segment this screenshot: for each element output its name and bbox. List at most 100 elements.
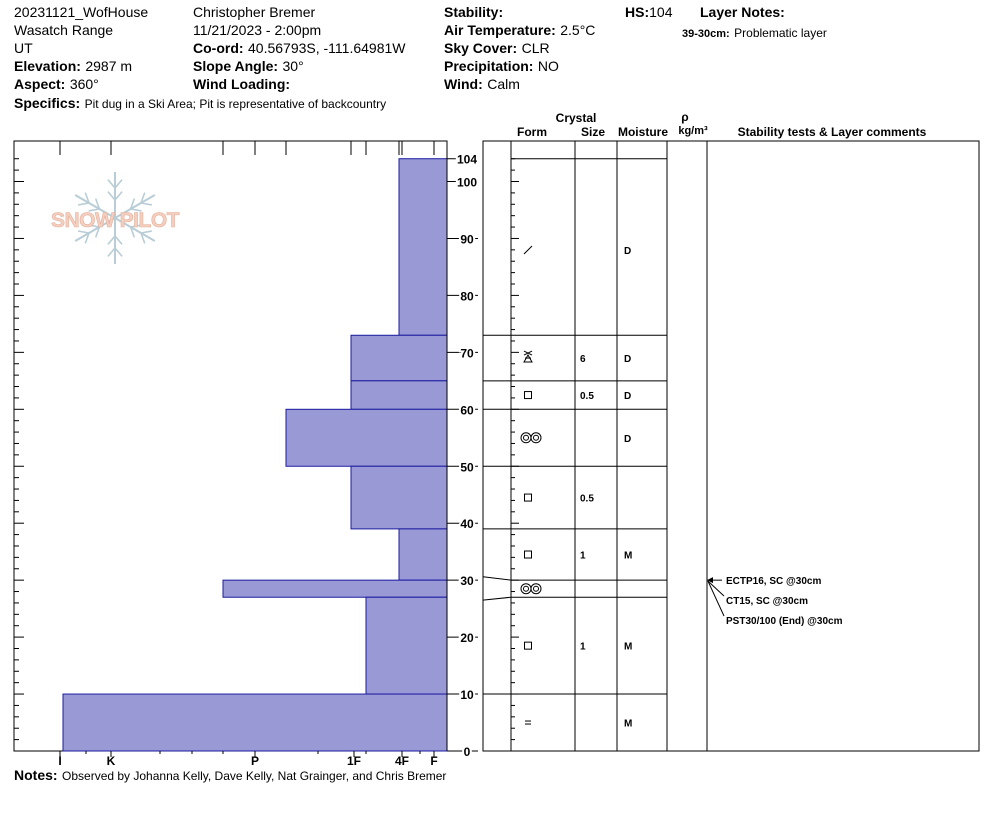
pit-name: 20231121_WofHouse bbox=[14, 4, 149, 20]
height-label: 104 bbox=[457, 153, 477, 167]
height-label: 20 bbox=[460, 631, 474, 645]
ice-layer-icon bbox=[525, 720, 531, 725]
layer-note-range: 39-30cm: bbox=[682, 28, 730, 40]
snowflake-branch bbox=[88, 208, 100, 212]
height-label: 30 bbox=[460, 574, 474, 588]
height-label: 50 bbox=[460, 460, 474, 474]
height-label: 90 bbox=[460, 232, 474, 246]
snowflake-branch bbox=[140, 230, 152, 234]
hs-value: 104 bbox=[649, 4, 673, 20]
precip-label: Precipitation: bbox=[444, 58, 534, 74]
snowflake-branch bbox=[114, 191, 123, 201]
elevation-field: Elevation: 2987 m bbox=[14, 59, 132, 75]
hardness-bar bbox=[285, 408, 448, 467]
height-label: 10 bbox=[460, 688, 474, 702]
snowflake-branch bbox=[107, 179, 116, 189]
test-pointer-line bbox=[707, 580, 725, 597]
wind-field: Wind: Calm bbox=[444, 77, 520, 93]
snowflake-branch bbox=[129, 226, 136, 238]
profile-plot: I K P 1F 4F F 0 10 20 30 40 50 60 70 80 90 100 104 D 6 D 0.5 D… bbox=[13, 140, 980, 768]
range-name: Wasatch Range bbox=[14, 22, 114, 38]
snowflake-branch bbox=[129, 198, 136, 210]
melt-freeze-icon bbox=[520, 583, 542, 595]
aspect-field: Aspect: 360° bbox=[14, 77, 99, 93]
snowflake-icon bbox=[74, 172, 156, 264]
height-label: 70 bbox=[460, 346, 474, 360]
moisture-value: M bbox=[624, 719, 632, 730]
snowflake-branch bbox=[78, 202, 90, 206]
elevation-value: 2987 m bbox=[85, 58, 133, 74]
height-label: 40 bbox=[460, 517, 474, 531]
hardness-label: I bbox=[58, 754, 61, 768]
coord-field: Co-ord: 40.56793S, -111.64981W bbox=[193, 41, 406, 57]
faceted-icon bbox=[524, 391, 532, 400]
snowflake-arm bbox=[74, 217, 116, 242]
test-pointer-line bbox=[707, 580, 725, 617]
layer-note-text: Problematic layer bbox=[734, 26, 827, 40]
sky-cover-label: Sky Cover: bbox=[444, 40, 518, 56]
density-unit-header: kg/m³ bbox=[678, 125, 708, 137]
snowflake-branch bbox=[84, 232, 90, 244]
sky-cover-value: CLR bbox=[521, 40, 550, 56]
precip-field: Precipitation: NO bbox=[444, 59, 559, 75]
hardness-label: P bbox=[251, 754, 259, 768]
layer-connector bbox=[482, 576, 512, 581]
moisture-value: D bbox=[624, 246, 631, 257]
observer-name: Christopher Bremer bbox=[193, 4, 316, 20]
sky-cover-field: Sky Cover: CLR bbox=[444, 41, 550, 57]
faceted-icon bbox=[524, 641, 532, 650]
state-name: UT bbox=[14, 40, 33, 56]
snowflake-branch bbox=[140, 192, 146, 204]
hardness-bar bbox=[350, 380, 448, 410]
crystal-header: Crystal bbox=[556, 111, 597, 125]
snowflake-branch bbox=[114, 247, 123, 257]
snowflake-branch bbox=[94, 226, 101, 238]
hardness-bar bbox=[398, 158, 448, 336]
decomposing-icon bbox=[523, 245, 533, 255]
snowflake-branch bbox=[84, 192, 90, 204]
hardness-bar bbox=[365, 596, 448, 695]
hardness-label: F bbox=[430, 754, 437, 768]
snowflake-branch bbox=[114, 179, 123, 189]
notes-text: Observed by Johanna Kelly, Dave Kelly, N… bbox=[62, 769, 447, 783]
specifics-text: Pit dug in a Ski Area; Pit is representa… bbox=[84, 97, 387, 111]
snowflake-branch bbox=[94, 198, 101, 210]
crystal-size: 6 bbox=[580, 354, 586, 365]
layer-notes-label: Layer Notes: bbox=[700, 4, 785, 20]
notes-field: Notes: Observed by Johanna Kelly, Dave K… bbox=[14, 768, 446, 784]
hs-field: HS:104 bbox=[625, 5, 672, 21]
snowflake-arm bbox=[114, 194, 156, 219]
snowflake-branch bbox=[130, 208, 142, 212]
logo-text: SNOW PILOT bbox=[51, 209, 180, 232]
notes-label: Notes: bbox=[14, 767, 58, 783]
hardness-bar bbox=[398, 528, 448, 581]
air-temp-value: 2.5°C bbox=[560, 22, 596, 38]
air-temp-label: Air Temperature: bbox=[444, 22, 556, 38]
snowflake-branch bbox=[130, 224, 142, 228]
crystal-size: 1 bbox=[580, 551, 586, 562]
wind-loading-label: Wind Loading: bbox=[193, 76, 291, 92]
melt-freeze-icon bbox=[520, 432, 542, 444]
aspect-label: Aspect: bbox=[14, 76, 66, 92]
moisture-header: Moisture bbox=[618, 125, 668, 139]
height-label: 60 bbox=[460, 403, 474, 417]
layer-table-frame bbox=[482, 140, 980, 752]
snowflake-arm bbox=[114, 217, 156, 242]
layer-note: 39-30cm: Problematic layer bbox=[682, 25, 827, 41]
hardness-bar bbox=[62, 693, 448, 752]
faceted-icon bbox=[524, 493, 532, 502]
precip-value: NO bbox=[537, 58, 559, 74]
snowflake-branch bbox=[114, 235, 123, 245]
height-label: 0 bbox=[464, 745, 471, 759]
stability-field: Stability: bbox=[444, 5, 503, 21]
hardness-label: K bbox=[107, 754, 116, 768]
height-label: 80 bbox=[460, 289, 474, 303]
crystal-size: 0.5 bbox=[580, 391, 594, 402]
moisture-value: M bbox=[624, 551, 632, 562]
specifics-label: Specifics: bbox=[14, 95, 81, 111]
moisture-value: D bbox=[624, 391, 631, 402]
hardness-label: 1F bbox=[347, 754, 361, 768]
crystal-size: 1 bbox=[580, 642, 586, 653]
air-temp-field: Air Temperature: 2.5°C bbox=[444, 23, 595, 39]
